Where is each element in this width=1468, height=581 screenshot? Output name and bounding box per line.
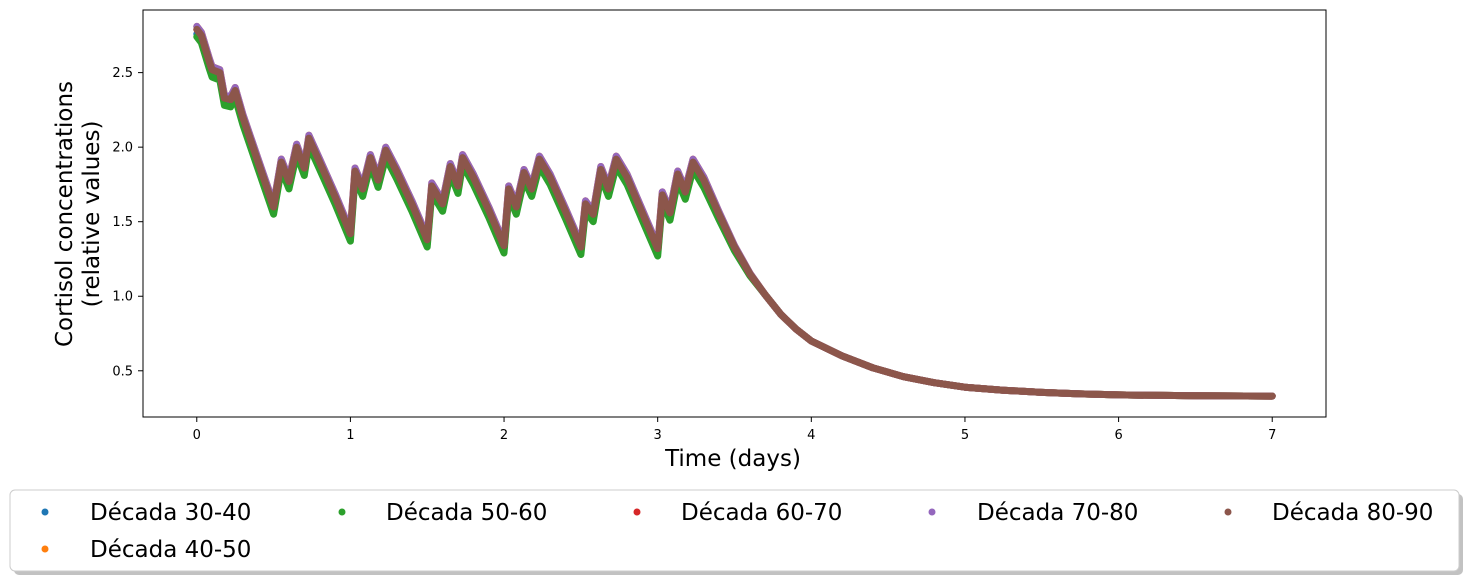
legend-label-decada-80-90: Década 80-90 <box>1272 500 1433 526</box>
legend-label-decada-70-80: Década 70-80 <box>977 500 1138 526</box>
x-tick-label: 7 <box>1268 428 1276 443</box>
y-tick-label: 1.0 <box>112 290 133 305</box>
y-axis: 0.5 1.0 1.5 2.0 2.5 <box>112 66 143 379</box>
legend-label-decada-40-50: Década 40-50 <box>90 537 251 563</box>
x-tick-label: 1 <box>346 428 354 443</box>
legend-label-decada-30-40: Década 30-40 <box>90 500 251 526</box>
legend-frame <box>9 489 1460 572</box>
x-axis: 0 1 2 3 4 5 6 7 <box>193 417 1276 443</box>
legend-label-decada-50-60: Década 50-60 <box>386 500 547 526</box>
x-tick-label: 0 <box>193 428 201 443</box>
x-tick-label: 4 <box>807 428 815 443</box>
x-tick-label: 3 <box>654 428 662 443</box>
series-d-cada-70-80 <box>193 22 1276 400</box>
legend: Década 30-40 Década 40-50 Década 50-60 D… <box>9 489 1463 575</box>
plot-frame <box>142 9 1327 418</box>
x-tick-label: 5 <box>961 428 969 443</box>
legend-label-decada-60-70: Década 60-70 <box>681 500 842 526</box>
series-d-cada-50-60 <box>193 33 1276 400</box>
y-tick-label: 2.0 <box>112 141 133 156</box>
y-axis-label-line-1: Cortisol concentrations <box>52 81 78 347</box>
y-axis-label-line-2: (relative values) <box>79 121 105 308</box>
legend-marker-decada-50-60 <box>338 508 346 516</box>
legend-marker-decada-70-80 <box>928 508 936 516</box>
x-tick-label: 6 <box>1114 428 1122 443</box>
series-d-cada-80-90 <box>193 25 1276 400</box>
y-tick-label: 2.5 <box>112 66 133 81</box>
data-layer <box>193 22 1276 400</box>
series-d-cada-40-50 <box>193 22 1276 400</box>
series-d-cada-30-40 <box>193 30 1276 400</box>
series-d-cada-60-70 <box>193 25 1276 400</box>
x-axis-label: Time (days) <box>664 446 801 472</box>
y-tick-label: 0.5 <box>112 364 133 379</box>
y-tick-label: 1.5 <box>112 215 133 230</box>
legend-marker-decada-80-90 <box>1224 508 1232 516</box>
legend-marker-decada-30-40 <box>41 508 49 516</box>
legend-marker-decada-60-70 <box>633 508 641 516</box>
legend-marker-decada-40-50 <box>41 545 49 553</box>
x-tick-label: 2 <box>500 428 508 443</box>
